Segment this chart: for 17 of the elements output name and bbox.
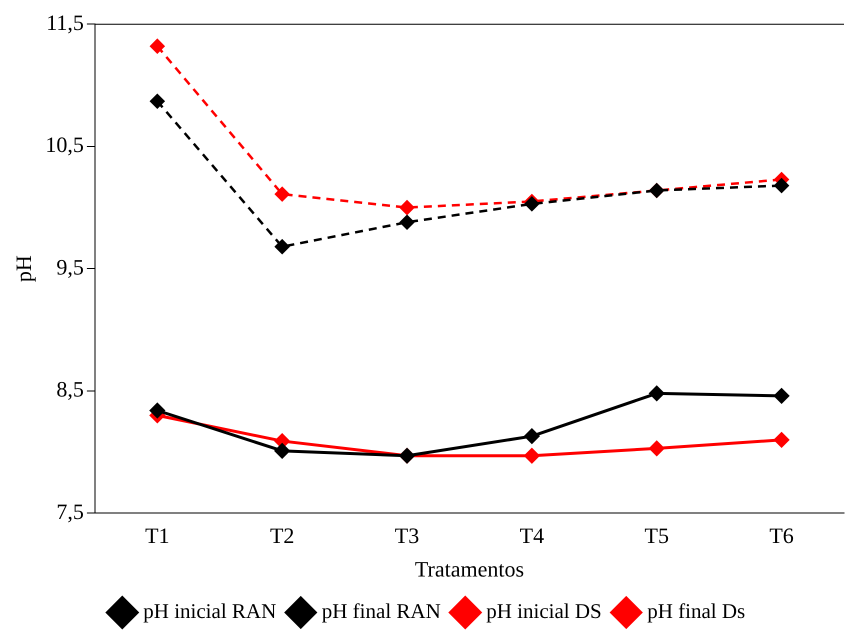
x-tick-label: T5 bbox=[644, 523, 669, 548]
x-tick-label: T1 bbox=[145, 523, 170, 548]
x-tick-label: T2 bbox=[270, 523, 294, 548]
legend-label: pH inicial RAN bbox=[143, 599, 276, 624]
x-tick-label: T3 bbox=[394, 523, 420, 548]
legend-label: pH final Ds bbox=[647, 599, 746, 624]
y-tick-label: 7,5 bbox=[56, 498, 84, 524]
legend-label: pH final RAN bbox=[322, 599, 441, 624]
x-tick-label: T6 bbox=[769, 523, 794, 548]
legend-label: pH inicial DS bbox=[486, 599, 602, 624]
y-tick-label: 9,5 bbox=[56, 254, 84, 280]
x-axis-title: Tratamentos bbox=[414, 556, 524, 582]
x-tick-label: T4 bbox=[520, 523, 544, 548]
y-tick-label: 8,5 bbox=[56, 376, 84, 402]
y-tick-label: 10,5 bbox=[45, 132, 84, 158]
y-axis-title: pH bbox=[10, 255, 36, 282]
y-tick-label: 11,5 bbox=[46, 10, 84, 35]
